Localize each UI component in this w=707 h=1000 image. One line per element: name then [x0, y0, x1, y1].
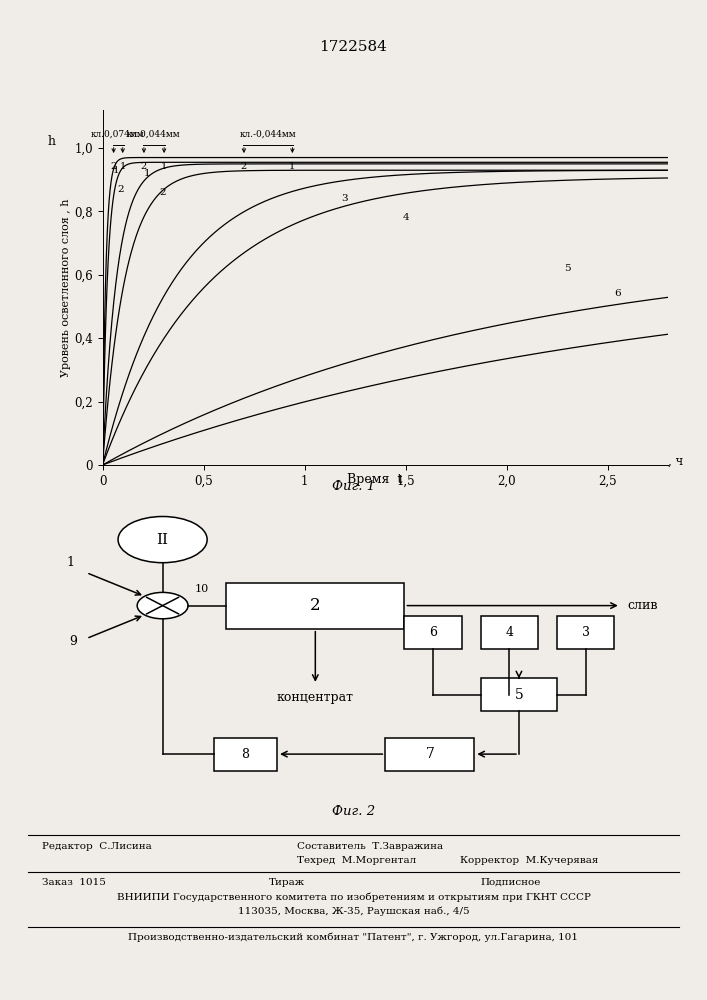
Circle shape: [137, 592, 188, 619]
Text: 4: 4: [506, 626, 513, 639]
Text: h: h: [47, 135, 56, 148]
Text: Подписное: Подписное: [481, 878, 541, 887]
Bar: [226, 582, 404, 629]
Text: кл.0,044мм: кл.0,044мм: [127, 130, 181, 139]
Text: концентрат: концентрат: [277, 691, 354, 704]
Text: 1: 1: [161, 162, 168, 171]
Text: 10: 10: [194, 584, 209, 594]
Text: 1: 1: [144, 169, 151, 178]
Text: 1: 1: [112, 166, 119, 175]
Text: , ч: , ч: [668, 454, 684, 468]
Bar: [214, 738, 277, 771]
Bar: [385, 738, 474, 771]
Text: 7: 7: [426, 747, 434, 761]
Text: 5: 5: [515, 688, 523, 702]
Text: 5: 5: [563, 264, 571, 273]
Text: 2: 2: [310, 597, 321, 614]
Text: Редактор  С.Лисина: Редактор С.Лисина: [42, 842, 152, 851]
Circle shape: [118, 516, 207, 563]
Text: 6: 6: [429, 626, 437, 639]
Text: 2: 2: [241, 162, 247, 171]
Text: Время  t: Время t: [347, 473, 402, 486]
Text: 3: 3: [341, 194, 349, 203]
Text: 2: 2: [141, 162, 147, 171]
Text: Производственно-издательский комбинат "Патент", г. Ужгород, ул.Гагарина, 101: Производственно-издательский комбинат "П…: [129, 932, 578, 942]
Text: Тираж: Тираж: [269, 878, 305, 887]
Text: 2: 2: [160, 188, 166, 197]
Text: ВНИИПИ Государственного комитета по изобретениям и открытиям при ГКНТ СССР: ВНИИПИ Государственного комитета по изоб…: [117, 892, 590, 902]
Text: 1: 1: [66, 556, 74, 569]
Text: кл.-0,044мм: кл.-0,044мм: [240, 130, 296, 139]
Text: Техред  М.Моргентал: Техред М.Моргентал: [297, 856, 416, 865]
Text: Фиг. 1: Фиг. 1: [332, 480, 375, 493]
Text: кл.0,074мм: кл.0,074мм: [91, 130, 144, 139]
Bar: [404, 615, 462, 648]
Text: Составитель  Т.Завражина: Составитель Т.Завражина: [297, 842, 443, 851]
Bar: [481, 678, 557, 711]
Text: 2: 2: [110, 162, 117, 171]
Text: 2: 2: [117, 185, 124, 194]
Text: 1: 1: [289, 162, 296, 171]
Bar: [481, 615, 538, 648]
Text: 3: 3: [582, 626, 590, 639]
Text: 1: 1: [119, 162, 126, 171]
Y-axis label: Уровень осветленного слоя , h: Уровень осветленного слоя , h: [62, 198, 71, 377]
Text: Корректор  М.Кучерявая: Корректор М.Кучерявая: [460, 856, 598, 865]
Text: слив: слив: [627, 599, 658, 612]
Text: 113035, Москва, Ж-35, Раушская наб., 4/5: 113035, Москва, Ж-35, Раушская наб., 4/5: [238, 906, 469, 916]
Bar: [557, 615, 614, 648]
Text: 9: 9: [69, 635, 78, 648]
Text: 8: 8: [241, 748, 250, 761]
Text: 4: 4: [402, 213, 409, 222]
Text: Заказ  1015: Заказ 1015: [42, 878, 106, 887]
Text: Фиг. 2: Фиг. 2: [332, 805, 375, 818]
Text: 6: 6: [614, 289, 621, 298]
Text: 1722584: 1722584: [320, 40, 387, 54]
Text: II: II: [157, 533, 168, 547]
